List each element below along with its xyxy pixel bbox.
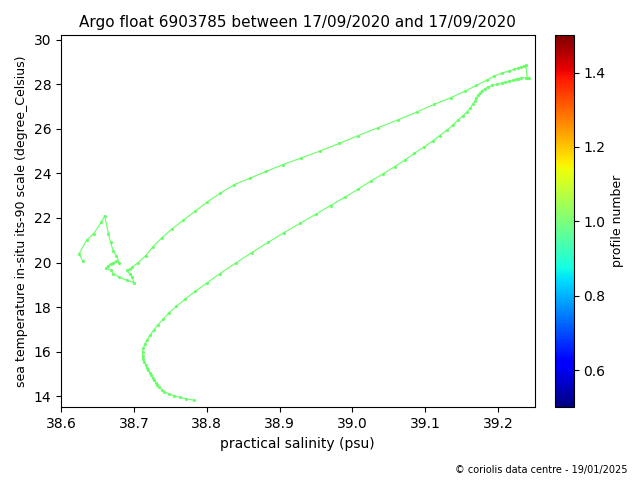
Y-axis label: sea temperature in-situ its-90 scale (degree_Celsius): sea temperature in-situ its-90 scale (de… <box>15 56 28 387</box>
Title: Argo float 6903785 between 17/09/2020 and 17/09/2020: Argo float 6903785 between 17/09/2020 an… <box>79 15 516 30</box>
X-axis label: practical salinity (psu): practical salinity (psu) <box>220 437 375 451</box>
Text: © coriolis data centre - 19/01/2025: © coriolis data centre - 19/01/2025 <box>454 465 627 475</box>
Y-axis label: profile number: profile number <box>611 175 624 267</box>
